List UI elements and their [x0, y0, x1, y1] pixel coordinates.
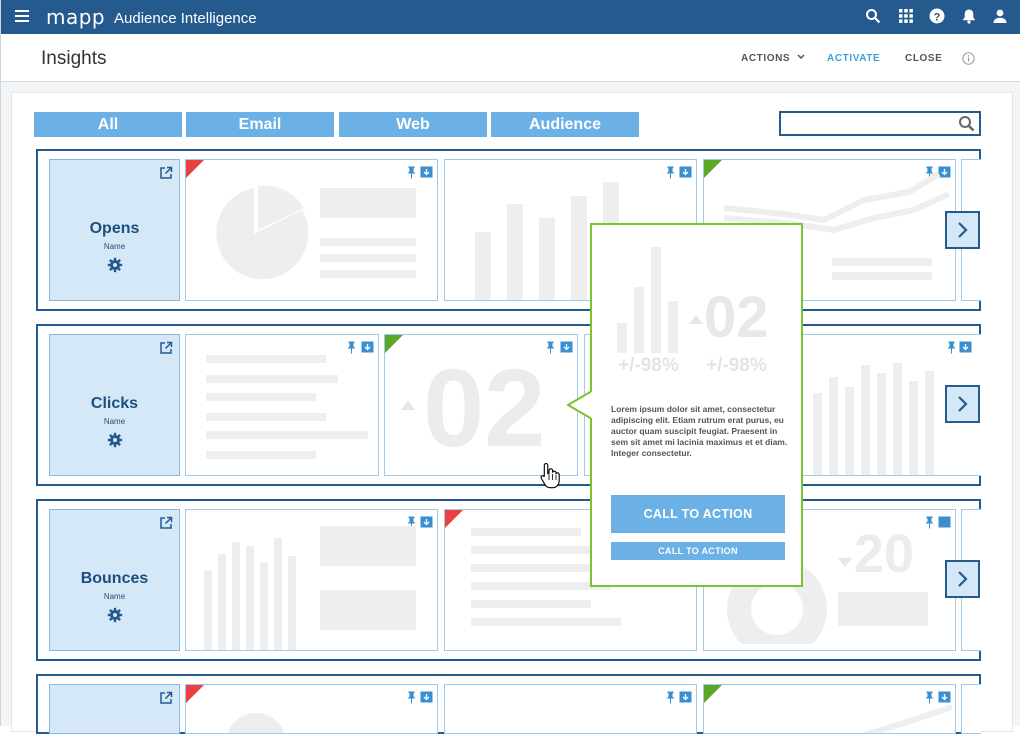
call-to-action-button[interactable]: CALL TO ACTION: [611, 495, 785, 533]
row-next-button[interactable]: [945, 385, 980, 423]
percent-placeholder: +/-98%: [618, 355, 679, 376]
row-next-button[interactable]: [945, 211, 980, 249]
chevron-right-icon: [958, 571, 968, 587]
pin-icon[interactable]: [545, 341, 556, 354]
pie-chart-placeholder: [216, 185, 308, 280]
chevron-down-icon: [797, 54, 805, 60]
insight-tile[interactable]: [444, 684, 697, 734]
download-icon[interactable]: [420, 516, 433, 528]
activate-button[interactable]: ACTIVATE: [827, 53, 881, 64]
pin-icon[interactable]: [946, 341, 957, 354]
top-bar: mapp Audience Intelligence ?: [1, 0, 1020, 34]
chevron-right-icon: [958, 222, 968, 238]
actions-label: ACTIONS: [741, 53, 791, 64]
download-icon[interactable]: [938, 691, 951, 703]
download-icon[interactable]: [420, 691, 433, 703]
metric-placeholder: 02: [423, 347, 546, 470]
status-flag-green: [704, 685, 722, 703]
status-flag-green: [385, 335, 403, 353]
row-title: Bounces: [80, 570, 149, 587]
row-subtitle: Name: [103, 417, 126, 426]
pin-icon[interactable]: [346, 341, 357, 354]
pin-icon[interactable]: [665, 691, 676, 704]
filter-tab-email[interactable]: Email: [186, 112, 334, 137]
row-label-card[interactable]: Bounces Name: [49, 509, 180, 651]
search-field[interactable]: [779, 111, 981, 136]
download-icon[interactable]: [361, 341, 374, 353]
row-label-card[interactable]: Opens Name: [49, 159, 180, 301]
call-to-action-secondary-button[interactable]: CALL TO ACTION: [611, 542, 785, 560]
pin-icon[interactable]: [406, 516, 417, 529]
pin-icon[interactable]: [406, 691, 417, 704]
help-icon[interactable]: ?: [929, 8, 945, 24]
insight-tile[interactable]: [185, 334, 379, 476]
row-label-card[interactable]: Clicks Name: [49, 334, 180, 476]
percent-placeholder: +/-98%: [706, 355, 767, 376]
insight-popup: 02 +/-98% +/-98% Lorem ipsum dolor sit a…: [590, 223, 803, 587]
open-external-icon[interactable]: [159, 341, 173, 355]
info-icon[interactable]: [962, 52, 975, 65]
download-icon[interactable]: [420, 166, 433, 178]
pin-icon[interactable]: [924, 516, 935, 529]
insight-tile[interactable]: [185, 684, 438, 734]
insight-tile[interactable]: [961, 684, 981, 734]
search-input[interactable]: [781, 113, 951, 134]
settings-gear-icon[interactable]: [107, 257, 123, 273]
open-external-icon[interactable]: [159, 516, 173, 530]
insight-tile[interactable]: [185, 159, 438, 301]
notifications-bell-icon[interactable]: [961, 8, 977, 24]
page-header: Insights ACTIONS ACTIVATE CLOSE: [1, 34, 1020, 82]
row-label-card[interactable]: [49, 684, 180, 734]
download-icon[interactable]: [959, 341, 972, 353]
hand-cursor-icon: [540, 462, 560, 489]
search-icon[interactable]: [958, 115, 975, 132]
insight-tile[interactable]: [185, 509, 438, 651]
filter-tab-audience[interactable]: Audience: [491, 112, 639, 137]
insight-tile[interactable]: 02: [384, 334, 578, 476]
open-external-icon[interactable]: [159, 691, 173, 705]
status-flag-red: [445, 510, 463, 528]
popup-pointer: [567, 390, 593, 420]
app-title: Audience Intelligence: [114, 10, 257, 27]
insight-tile[interactable]: [703, 684, 956, 734]
user-account-icon[interactable]: [992, 8, 1008, 24]
page-title: Insights: [41, 48, 107, 69]
row-title: Opens: [89, 220, 140, 237]
apps-grid-icon[interactable]: [898, 8, 914, 24]
search-icon[interactable]: [865, 8, 881, 24]
filter-tab-web[interactable]: Web: [339, 112, 487, 137]
metric-placeholder: 02: [704, 285, 769, 350]
actions-menu-button[interactable]: ACTIONS: [741, 53, 805, 64]
settings-gear-icon[interactable]: [107, 432, 123, 448]
download-icon[interactable]: [938, 166, 951, 178]
row-title: Clicks: [90, 395, 139, 412]
settings-gear-icon[interactable]: [107, 607, 123, 623]
row-next-button[interactable]: [945, 560, 980, 598]
row-subtitle: Name: [103, 242, 126, 251]
metric-placeholder: 20: [854, 524, 915, 584]
download-icon[interactable]: [938, 516, 951, 528]
download-icon[interactable]: [679, 691, 692, 703]
pin-icon[interactable]: [665, 166, 676, 179]
download-icon[interactable]: [679, 166, 692, 178]
row-subtitle: Name: [103, 592, 126, 601]
pin-icon[interactable]: [924, 691, 935, 704]
close-button[interactable]: CLOSE: [905, 53, 943, 64]
popup-body-text: Lorem ipsum dolor sit amet, consectetur …: [611, 404, 788, 458]
svg-text:?: ?: [934, 11, 941, 23]
mapp-logo[interactable]: mapp: [46, 5, 106, 29]
open-external-icon[interactable]: [159, 166, 173, 180]
filter-tab-all[interactable]: All: [34, 112, 182, 137]
pin-icon[interactable]: [406, 166, 417, 179]
status-flag-green: [704, 160, 722, 178]
status-flag-red: [186, 160, 204, 178]
status-flag-red: [186, 685, 204, 703]
menu-icon[interactable]: [15, 10, 29, 22]
download-icon[interactable]: [560, 341, 573, 353]
chevron-right-icon: [958, 396, 968, 412]
pin-icon[interactable]: [924, 166, 935, 179]
line-chart-placeholder: [864, 705, 953, 733]
